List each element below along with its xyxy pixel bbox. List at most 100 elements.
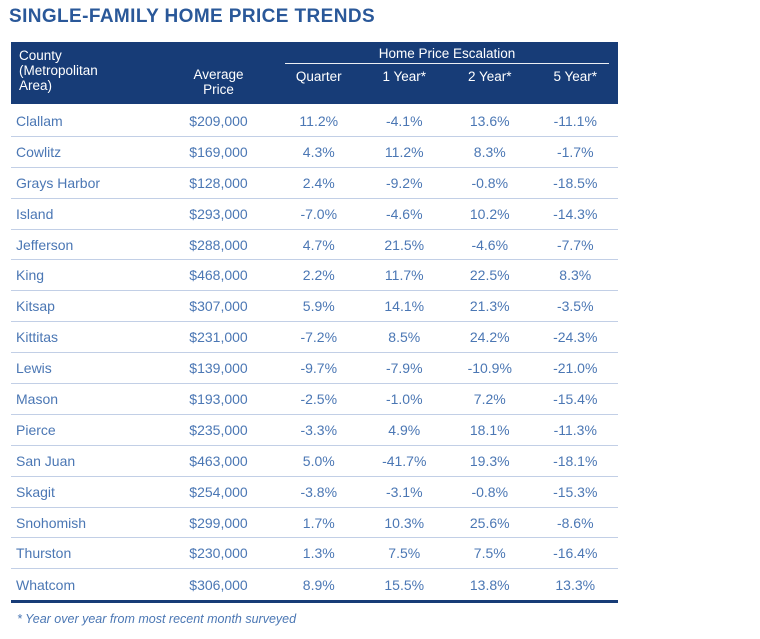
average-price-cell: $193,000: [189, 390, 248, 407]
average-price-cell: $306,000: [189, 576, 248, 593]
county-cell: Cowlitz: [16, 143, 62, 160]
escalation-group-title: Home Price Escalation: [285, 42, 609, 64]
table-row: Whatcom $306,000 8.9% 15.5% 13.8% 13.3%: [11, 569, 618, 600]
one-year-cell: -3.1%: [385, 483, 423, 500]
table-row: King $468,000 2.2% 11.7% 22.5% 8.3%: [11, 260, 618, 292]
table-header: County (Metropolitan Area) Average Price…: [11, 42, 618, 104]
one-year-cell: 4.9%: [388, 421, 421, 438]
one-year-cell: 10.3%: [384, 514, 425, 531]
county-cell: Grays Harbor: [16, 174, 101, 191]
one-year-cell: 11.7%: [384, 267, 424, 284]
county-cell: Clallam: [16, 112, 63, 129]
average-price-cell: $169,000: [189, 143, 248, 160]
quarter-cell: 2.4%: [302, 174, 335, 191]
quarter-cell: 4.3%: [302, 143, 335, 160]
five-year-cell: -15.4%: [553, 390, 598, 407]
average-price-cell: $128,000: [189, 174, 248, 191]
five-year-cell: -18.1%: [553, 452, 598, 469]
one-year-cell: -7.9%: [385, 360, 423, 377]
table-row: Mason $193,000 -2.5% -1.0% 7.2% -15.4%: [11, 384, 618, 415]
escalation-subheaders: Quarter 1 Year* 2 Year* 5 Year*: [276, 69, 618, 84]
table-row: Kittitas $231,000 -7.2% 8.5% 24.2% -24.3…: [11, 322, 618, 354]
escalation-group-header: Home Price Escalation Quarter 1 Year* 2 …: [276, 42, 618, 104]
table-row: Jefferson $288,000 4.7% 21.5% -4.6% -7.7…: [11, 230, 618, 261]
one-year-cell: 21.5%: [384, 236, 425, 253]
col-header-5-year: 5 Year*: [553, 69, 598, 84]
average-price-cell: $139,000: [189, 360, 248, 377]
five-year-cell: -16.4%: [553, 545, 598, 562]
table-row: Kitsap $307,000 5.9% 14.1% 21.3% -3.5%: [11, 291, 618, 323]
quarter-cell: -9.7%: [300, 360, 338, 377]
five-year-cell: -7.7%: [556, 236, 594, 253]
col-header-average-price: Average Price: [161, 42, 276, 104]
two-year-cell: 8.3%: [473, 143, 506, 160]
county-cell: Island: [16, 205, 54, 222]
five-year-cell: -14.3%: [553, 205, 598, 222]
col-header-county-label: County (Metropolitan Area): [19, 48, 98, 93]
one-year-cell: 7.5%: [388, 545, 421, 562]
five-year-cell: -15.3%: [553, 483, 598, 500]
page-title: SINGLE-FAMILY HOME PRICE TRENDS: [9, 6, 376, 27]
five-year-cell: -8.6%: [556, 514, 594, 531]
one-year-cell: -4.6%: [385, 205, 423, 222]
two-year-cell: 19.3%: [469, 452, 510, 469]
five-year-cell: -11.3%: [553, 421, 597, 438]
quarter-cell: 1.7%: [302, 514, 335, 531]
two-year-cell: 10.2%: [469, 205, 510, 222]
average-price-cell: $288,000: [189, 236, 248, 253]
col-header-average-price-label: Average Price: [193, 67, 244, 97]
county-cell: San Juan: [16, 452, 76, 469]
county-cell: King: [16, 267, 45, 284]
county-cell: Thurston: [16, 545, 72, 562]
average-price-cell: $235,000: [189, 421, 248, 438]
five-year-cell: -11.1%: [553, 112, 597, 129]
average-price-cell: $254,000: [189, 483, 248, 500]
one-year-cell: 8.5%: [388, 329, 421, 346]
five-year-cell: -24.3%: [553, 329, 598, 346]
county-cell: Snohomish: [16, 514, 87, 531]
quarter-cell: -7.2%: [300, 329, 338, 346]
quarter-cell: 11.2%: [299, 112, 339, 129]
two-year-cell: 21.3%: [469, 298, 510, 315]
home-price-table: County (Metropolitan Area) Average Price…: [11, 42, 618, 626]
two-year-cell: -0.8%: [471, 174, 509, 191]
county-cell: Kitsap: [16, 298, 55, 315]
table-row: Snohomish $299,000 1.7% 10.3% 25.6% -8.6…: [11, 508, 618, 539]
table-row: Lewis $139,000 -9.7% -7.9% -10.9% -21.0%: [11, 353, 618, 385]
col-header-2-year: 2 Year*: [467, 69, 512, 84]
two-year-cell: 18.1%: [469, 421, 510, 438]
one-year-cell: -1.0%: [385, 390, 423, 407]
two-year-cell: 13.8%: [469, 576, 510, 593]
two-year-cell: -0.8%: [471, 483, 509, 500]
two-year-cell: -10.9%: [467, 360, 512, 377]
county-cell: Pierce: [16, 421, 56, 438]
col-header-1-year: 1 Year*: [382, 69, 427, 84]
table-bottom-rule: [11, 600, 618, 604]
quarter-cell: -3.8%: [300, 483, 338, 500]
quarter-cell: 1.3%: [302, 545, 335, 562]
county-cell: Jefferson: [16, 236, 74, 253]
county-cell: Kittitas: [16, 329, 59, 346]
table-row: Pierce $235,000 -3.3% 4.9% 18.1% -11.3%: [11, 415, 618, 446]
one-year-cell: 11.2%: [384, 143, 424, 160]
table-row: Grays Harbor $128,000 2.4% -9.2% -0.8% -…: [11, 168, 618, 199]
two-year-cell: 25.6%: [469, 514, 510, 531]
quarter-cell: 8.9%: [302, 576, 335, 593]
quarter-cell: -7.0%: [300, 205, 338, 222]
one-year-cell: 15.5%: [384, 576, 425, 593]
average-price-cell: $463,000: [189, 452, 248, 469]
average-price-cell: $230,000: [189, 545, 248, 562]
quarter-cell: 5.0%: [302, 452, 335, 469]
table-row: Thurston $230,000 1.3% 7.5% 7.5% -16.4%: [11, 538, 618, 570]
county-cell: Whatcom: [16, 576, 76, 593]
col-header-county: County (Metropolitan Area): [11, 42, 161, 104]
average-price-cell: $209,000: [189, 112, 248, 129]
quarter-cell: 2.2%: [302, 267, 335, 284]
table-row: Skagit $254,000 -3.8% -3.1% -0.8% -15.3%: [11, 477, 618, 508]
average-price-cell: $299,000: [189, 514, 248, 531]
two-year-cell: 13.6%: [469, 112, 510, 129]
one-year-cell: -9.2%: [385, 174, 423, 191]
quarter-cell: -3.3%: [300, 421, 338, 438]
quarter-cell: -2.5%: [300, 390, 338, 407]
